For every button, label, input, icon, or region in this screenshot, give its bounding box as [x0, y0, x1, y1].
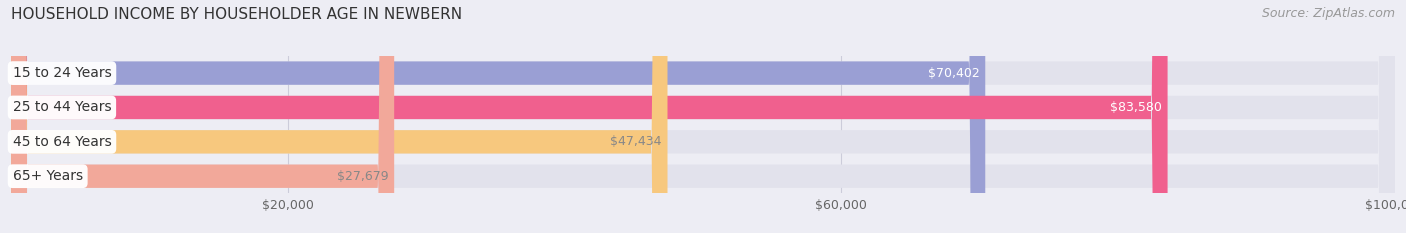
FancyBboxPatch shape: [11, 0, 1395, 233]
Text: $47,434: $47,434: [610, 135, 662, 148]
Text: $27,679: $27,679: [337, 170, 388, 183]
Text: Source: ZipAtlas.com: Source: ZipAtlas.com: [1261, 7, 1395, 20]
FancyBboxPatch shape: [11, 0, 1395, 233]
Text: 65+ Years: 65+ Years: [13, 169, 83, 183]
Text: 25 to 44 Years: 25 to 44 Years: [13, 100, 111, 114]
Text: $70,402: $70,402: [928, 67, 980, 80]
Text: HOUSEHOLD INCOME BY HOUSEHOLDER AGE IN NEWBERN: HOUSEHOLD INCOME BY HOUSEHOLDER AGE IN N…: [11, 7, 463, 22]
FancyBboxPatch shape: [11, 0, 1395, 233]
FancyBboxPatch shape: [11, 0, 1395, 233]
Text: 15 to 24 Years: 15 to 24 Years: [13, 66, 111, 80]
FancyBboxPatch shape: [11, 0, 394, 233]
FancyBboxPatch shape: [11, 0, 668, 233]
FancyBboxPatch shape: [11, 0, 986, 233]
Text: 45 to 64 Years: 45 to 64 Years: [13, 135, 111, 149]
FancyBboxPatch shape: [11, 0, 1167, 233]
Text: $83,580: $83,580: [1111, 101, 1161, 114]
